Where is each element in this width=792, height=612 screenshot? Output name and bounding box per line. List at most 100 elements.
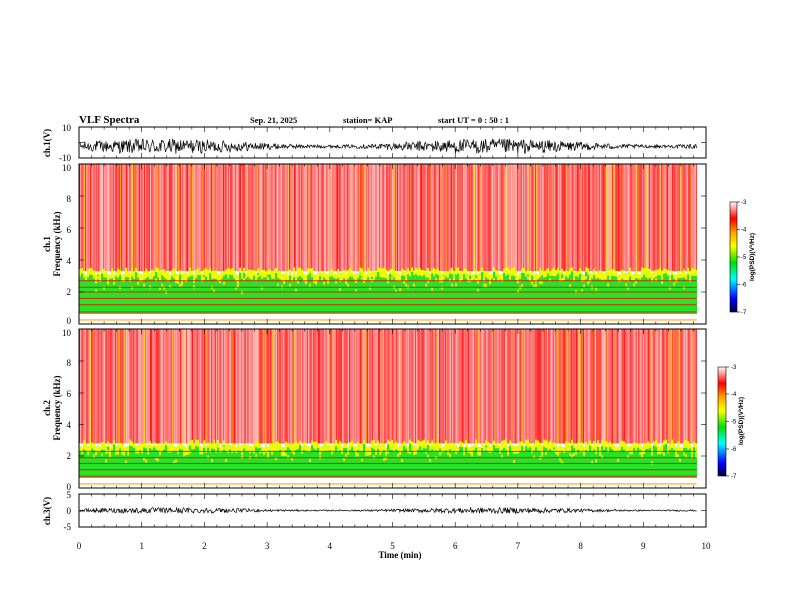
spectrogram-column	[87, 329, 89, 444]
spectrogram-column	[277, 164, 279, 272]
spectrogram-column	[197, 164, 199, 272]
spectrogram-spike	[649, 329, 651, 444]
spectrogram-band-edge	[565, 441, 567, 449]
spectrogram-band	[113, 440, 115, 478]
spectrogram-column	[304, 164, 306, 272]
spectrogram-band-edge	[219, 273, 221, 281]
spectrogram-band	[345, 273, 347, 314]
spectrogram-column	[251, 164, 253, 272]
spectrogram-band-edge	[107, 274, 109, 285]
spectrogram-column	[410, 164, 412, 272]
spectrogram-band-patch	[545, 451, 547, 455]
spectrogram-column	[177, 329, 179, 444]
spectrogram-spike	[543, 329, 544, 444]
spectrogram-column	[351, 329, 353, 444]
spectrogram-spike	[610, 164, 612, 272]
spectrogram-column	[688, 164, 690, 272]
spectrogram-band-patch	[683, 452, 685, 456]
spectrogram-column	[560, 329, 562, 444]
spectrogram-band	[155, 267, 157, 314]
spectrogram-column	[196, 329, 198, 444]
spectrogram-column	[376, 329, 378, 444]
spectrogram-band-edge	[461, 272, 463, 280]
spectrogram-band-edge	[537, 274, 539, 280]
spectrogram-column	[155, 164, 157, 272]
spectrogram-band-edge	[335, 274, 337, 279]
spectrogram-band-edge	[349, 442, 351, 451]
spectrogram-band-edge	[481, 267, 483, 273]
spectrogram-band-edge	[431, 440, 433, 447]
spectrogram-band	[169, 443, 171, 478]
spectrogram-band	[217, 439, 219, 478]
spectrogram-band	[105, 272, 107, 314]
spectrogram-band-patch	[97, 276, 99, 280]
spectrogram-band	[369, 272, 371, 314]
spectrogram-column	[433, 164, 435, 272]
spectrogram-band-patch	[91, 445, 93, 449]
spectrogram-column	[233, 164, 235, 272]
spectrogram-band-edge	[601, 440, 603, 447]
spectrogram-band-edge	[641, 267, 643, 278]
spectrogram-band-edge	[559, 444, 561, 453]
spectrogram-column	[596, 329, 598, 444]
spectrogram-column	[542, 164, 544, 272]
spectrogram-column	[145, 329, 147, 444]
spectrogram-band-patch	[373, 455, 375, 459]
spectrogram-band-patch	[651, 461, 653, 465]
spectrogram-column	[170, 329, 172, 444]
spectrogram-column	[627, 329, 629, 444]
spectrogram-band	[109, 274, 111, 314]
spectrogram-column	[369, 329, 371, 444]
spectrogram-column	[232, 164, 234, 272]
spectrogram-column	[290, 164, 292, 272]
spectrogram-band	[625, 443, 627, 478]
spectrogram-band-patch	[595, 459, 597, 463]
spectrogram-band-patch	[225, 458, 227, 462]
spectrogram-spike	[92, 329, 94, 444]
spectrogram-band-edge	[473, 444, 475, 451]
spectrogram-column	[661, 164, 663, 272]
spectrogram-column	[231, 329, 233, 444]
spectrogram-band-patch	[149, 442, 151, 446]
spectrogram-band-patch	[505, 442, 507, 446]
spectrogram-band	[315, 274, 317, 314]
spectrogram-column	[484, 164, 486, 272]
spectrogram-spike	[265, 164, 267, 272]
spectrogram-band	[579, 268, 581, 314]
spectrogram-column	[101, 164, 103, 272]
spectrogram-band-edge	[133, 271, 135, 279]
spectrogram-band	[131, 441, 133, 478]
spectrogram-band	[497, 442, 499, 478]
spectrogram-column	[405, 329, 407, 444]
spectrogram-column	[386, 329, 388, 444]
spectrogram-spike	[248, 329, 250, 444]
spectrogram-column	[651, 329, 653, 444]
spectrogram-column	[266, 164, 268, 272]
spectrogram-band-patch	[443, 446, 445, 450]
spectrogram-column	[572, 329, 574, 444]
spectrogram-column	[424, 164, 426, 272]
spectrogram-column	[458, 329, 460, 444]
spectrogram-spike	[148, 329, 150, 444]
spectrogram-column	[633, 329, 635, 444]
spectrogram-band-edge	[189, 267, 191, 277]
spectrogram-band	[531, 446, 533, 478]
spectrogram-column	[154, 164, 156, 272]
spectrogram-column	[199, 164, 201, 272]
spectrogram-column	[257, 164, 259, 272]
spectrogram-band	[167, 445, 169, 478]
spectrogram-band-patch	[449, 278, 451, 282]
spectrogram-band-edge	[387, 439, 389, 445]
spectrogram-band	[445, 440, 447, 478]
spectrogram-spike	[295, 164, 297, 272]
spectrogram-column	[580, 329, 582, 444]
spectrogram-band-edge	[217, 439, 219, 445]
spectrogram-band	[515, 271, 517, 314]
spectrogram-band	[257, 442, 259, 478]
spectrogram-band	[673, 444, 675, 478]
spectrogram-band-edge	[605, 441, 607, 447]
spectrogram-band-edge	[625, 443, 627, 452]
spectrogram-column	[507, 164, 509, 272]
spectrogram-band-edge	[619, 274, 621, 282]
spectrogram-column	[273, 164, 275, 272]
